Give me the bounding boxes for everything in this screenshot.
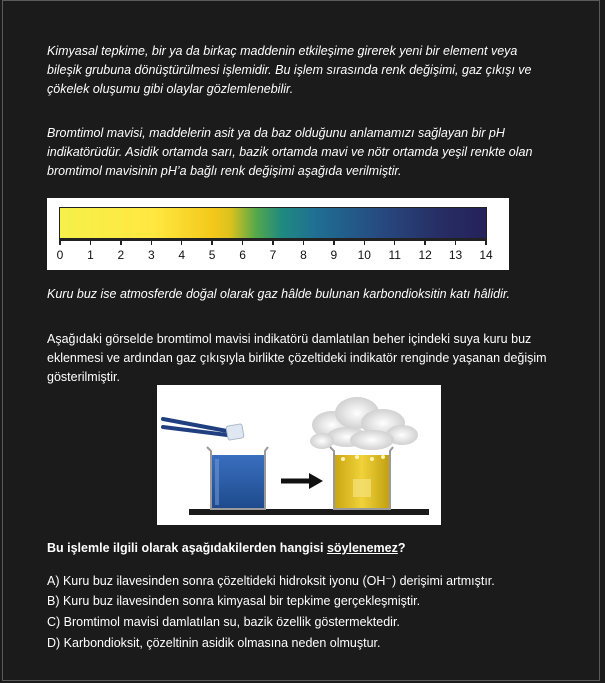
ph-tick	[272, 239, 274, 245]
option-d[interactable]: D) Karbondioksit, çözeltinin asidik olma…	[47, 636, 381, 650]
ph-tick	[241, 239, 244, 245]
ph-tick	[211, 239, 213, 245]
ph-tick	[333, 239, 335, 245]
ph-tick-label: 3	[147, 248, 155, 262]
ph-tick-label: 1	[87, 248, 94, 262]
ph-color-scale: 0 1 2 3 4 5 6 7 8 9 10 11 12 13 14	[47, 198, 509, 270]
indicator-paragraph: Bromtimol mavisi, maddelerin asit ya da …	[47, 126, 533, 178]
option-a[interactable]: A) Kuru buz ilavesinden sonra çözeltidek…	[47, 574, 495, 588]
question-negation: söylenemez	[326, 541, 398, 555]
ph-tick-label: 2	[117, 248, 125, 262]
option-c[interactable]: C) Bromtimol mavisi damlatılan su, bazik…	[47, 615, 400, 629]
ph-tick	[424, 239, 426, 245]
ph-tick-label: 12	[418, 248, 432, 262]
ph-tick-label: 10	[357, 248, 371, 262]
ph-tick-label: 14	[479, 248, 493, 262]
gas-smoke	[310, 397, 418, 450]
ph-tick	[120, 239, 122, 245]
ph-gradient-bar	[59, 207, 487, 239]
ph-tick-label: 0	[56, 248, 64, 262]
experiment-paragraph: Aşağıdaki görselde bromtimol mavisi indi…	[47, 332, 547, 384]
left-beaker	[206, 446, 269, 510]
ph-tick	[59, 239, 61, 245]
experiment-illustration	[157, 385, 441, 525]
ph-tick-label: 13	[448, 248, 463, 262]
tongs-icon	[161, 417, 229, 437]
ph-tick	[150, 239, 153, 245]
ph-tick-label: 6	[239, 248, 246, 262]
question-text: Bu işlemle ilgili olarak aşağıdakilerden…	[47, 541, 327, 555]
option-b[interactable]: B) Kuru buz ilavesinden sonra kimyasal b…	[47, 594, 421, 608]
ph-tick-label: 4	[178, 248, 186, 262]
dry-ice-paragraph: Kuru buz ise atmosferde doğal olarak gaz…	[47, 287, 511, 301]
right-beaker	[329, 446, 394, 510]
ph-tick-label: 11	[388, 248, 401, 262]
ph-tick-label: 8	[300, 248, 307, 262]
ph-tick	[302, 239, 305, 245]
ph-tick	[363, 239, 366, 245]
beaker-experiment-drawing	[161, 397, 429, 515]
intro-paragraph: Kimyasal tepkime, bir ya da birkaç madde…	[47, 44, 532, 96]
question-stem: Bu işlemle ilgili olarak aşağıdakilerden…	[47, 541, 557, 555]
ph-tick	[485, 239, 487, 245]
dry-ice-cube	[225, 423, 245, 441]
ph-tick-label: 9	[330, 248, 338, 262]
ph-tick	[454, 239, 457, 245]
ph-tick	[393, 239, 396, 245]
arrow-right-icon	[281, 473, 323, 489]
ph-tick	[180, 239, 183, 245]
ph-tick	[89, 239, 92, 245]
ph-tick-label: 7	[269, 248, 277, 262]
question-mark: ?	[397, 541, 406, 555]
table-surface	[189, 509, 429, 515]
ph-tick-label: 5	[208, 248, 216, 262]
